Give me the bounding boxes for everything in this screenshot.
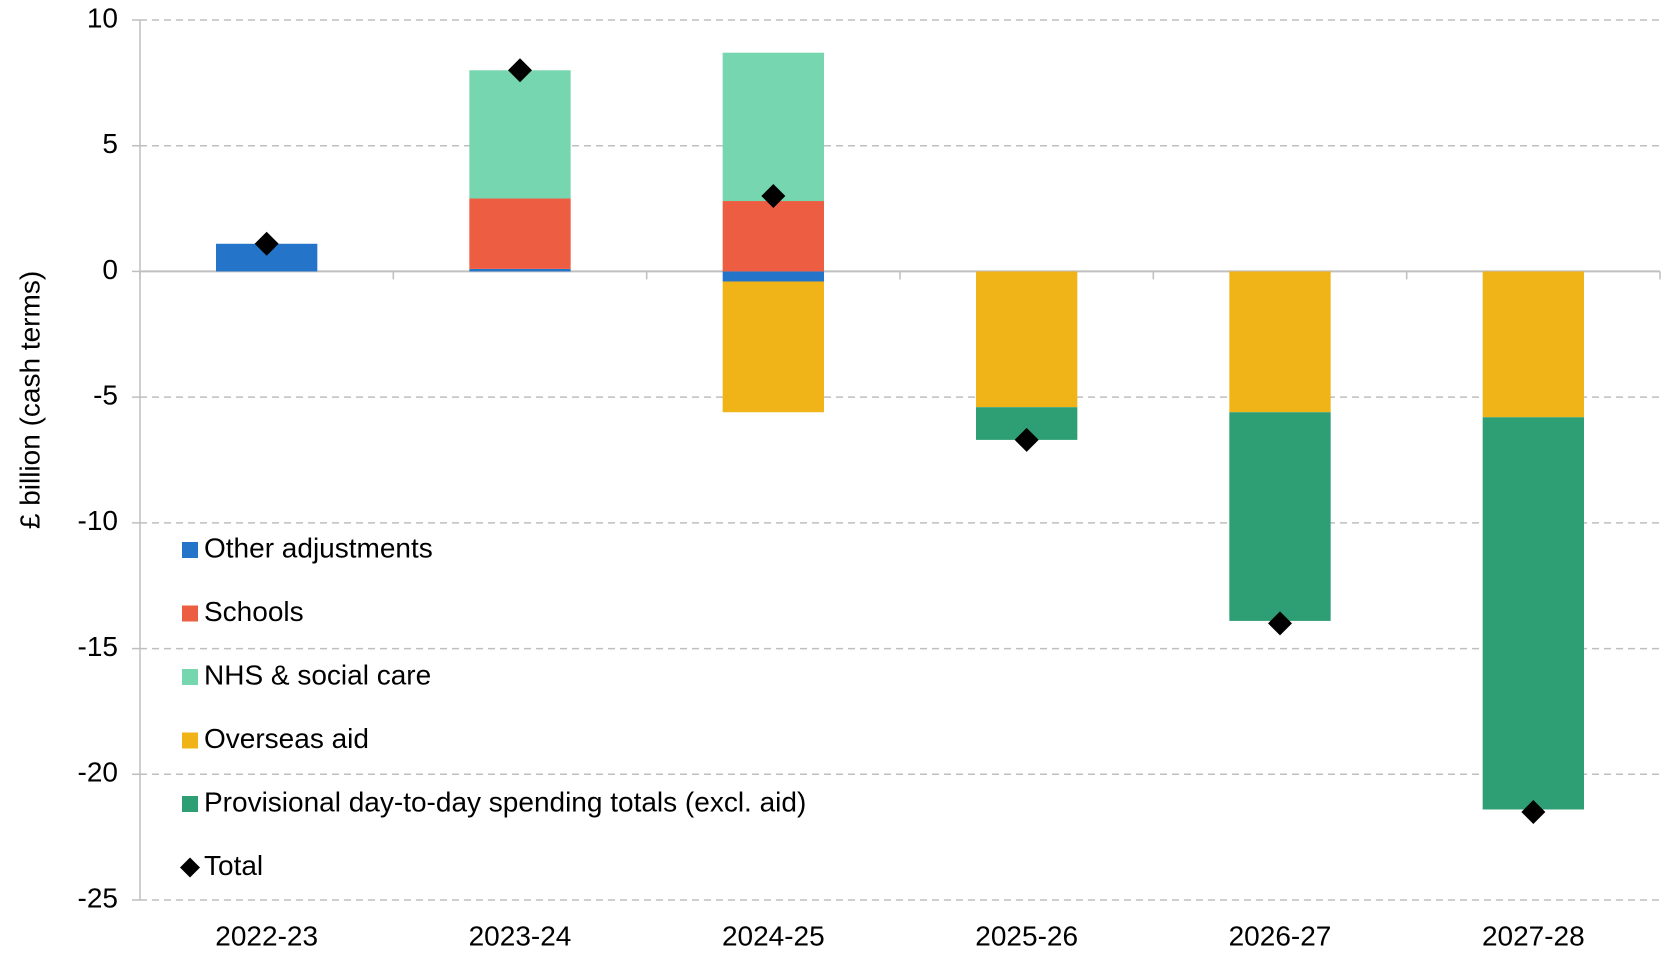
bar-segment (469, 198, 571, 269)
y-tick-label: -5 (93, 380, 118, 411)
total-marker (254, 231, 279, 256)
bar-segment (722, 271, 824, 282)
total-marker (1521, 800, 1546, 824)
bar-segment (722, 52, 824, 202)
y-tick-label: 5 (102, 128, 118, 159)
total-marker (761, 184, 786, 208)
bar-segment (1482, 271, 1584, 418)
y-axis-label: £ billion (cash terms) (14, 271, 45, 529)
legend-label: Schools (204, 596, 304, 627)
legend-swatch (182, 796, 198, 812)
bar-segment (469, 70, 571, 199)
total-marker (1014, 427, 1039, 452)
bar-segment (976, 271, 1078, 408)
legend-label: Total (204, 850, 263, 881)
y-tick-label: -15 (78, 631, 118, 662)
x-tick-label: 2024-25 (722, 920, 825, 951)
legend-swatch (182, 605, 198, 622)
legend-label: NHS & social care (204, 659, 431, 690)
x-tick-label: 2026-27 (1229, 920, 1332, 951)
bar-segment (1482, 417, 1584, 810)
legend-swatch (182, 732, 198, 749)
x-tick-label: 2025-26 (975, 920, 1078, 951)
bar-segment (469, 268, 571, 272)
y-tick-label: 10 (87, 2, 118, 33)
legend-label: Other adjustments (204, 532, 433, 563)
x-tick-label: 2023-24 (469, 920, 572, 951)
legend-label: Overseas aid (204, 723, 369, 754)
bar-segment (722, 281, 824, 413)
bar-segment (722, 201, 824, 272)
y-tick-label: -25 (78, 882, 118, 913)
legend-label: Provisional day-to-day spending totals (… (204, 786, 806, 817)
y-tick-label: -10 (78, 505, 118, 536)
x-tick-label: 2027-28 (1482, 920, 1585, 951)
legend-swatch (182, 542, 198, 558)
total-marker (1268, 611, 1292, 636)
total-marker (508, 58, 532, 83)
y-tick-label: -20 (78, 757, 118, 788)
bar-segment (1229, 412, 1331, 621)
y-tick-label: 0 (102, 254, 118, 285)
legend-swatch (180, 857, 200, 878)
x-tick-label: 2022-23 (215, 920, 318, 951)
legend-swatch (182, 669, 198, 685)
bar-segment (1229, 271, 1331, 413)
